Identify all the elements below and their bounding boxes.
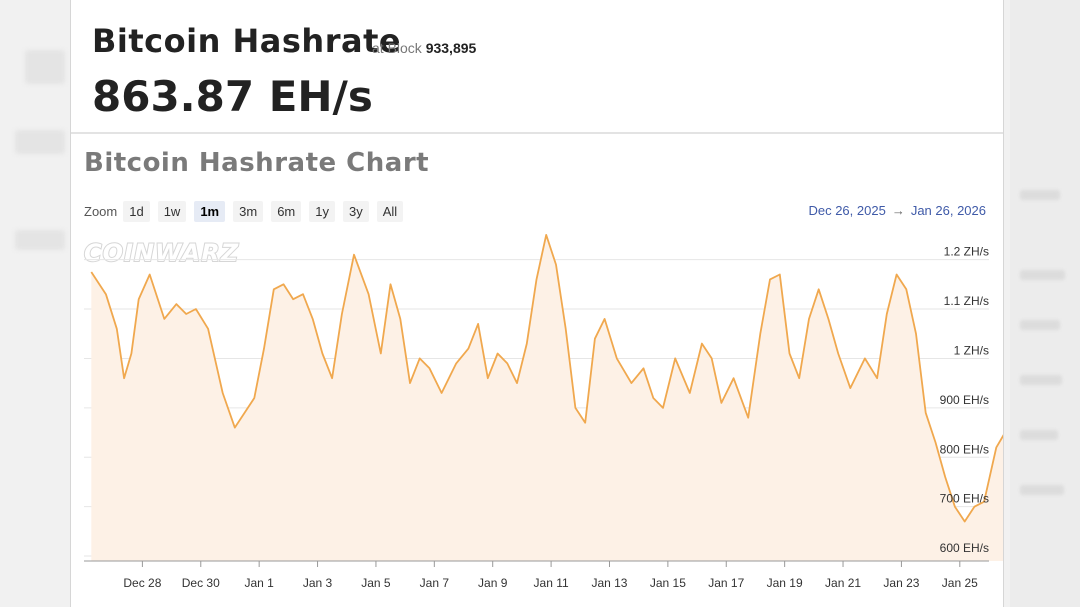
- range-arrow-icon: →: [891, 203, 905, 218]
- zoom-1w-button[interactable]: 1w: [157, 200, 187, 222]
- x-tick-label: Jan 5: [361, 576, 391, 590]
- hashrate-card: Bitcoin Hashrate at Block 933,895 863.87…: [70, 0, 1004, 607]
- x-tick-label: Jan 3: [303, 576, 333, 590]
- x-tick-label: Jan 13: [591, 576, 627, 590]
- x-tick-label: Jan 1: [244, 576, 274, 590]
- current-hashrate: 863.87 EH/s: [92, 72, 373, 121]
- block-info: at Block 933,895: [372, 40, 476, 56]
- page-title: Bitcoin Hashrate: [92, 22, 402, 60]
- background-page-fragment: [15, 130, 65, 154]
- x-tick-label: Jan 19: [767, 576, 803, 590]
- at-block-label: at Block: [372, 40, 422, 56]
- range-to-date[interactable]: Jan 26, 2026: [910, 203, 986, 218]
- x-tick-label: Jan 23: [883, 576, 919, 590]
- zoom-3m-button[interactable]: 3m: [233, 200, 264, 222]
- area-layer: [90, 234, 1003, 561]
- x-tick-label: Jan 9: [478, 576, 508, 590]
- zoom-bar: Zoom 1d 1w 1m 3m 6m 1y 3y All: [84, 200, 411, 222]
- background-fragment: [1020, 190, 1060, 200]
- background-fragment: [1020, 270, 1065, 280]
- y-tick-label: 900 EH/s: [940, 393, 989, 407]
- x-tick-label: Jan 25: [942, 576, 978, 590]
- x-tick-label: Jan 21: [825, 576, 861, 590]
- range-from-date[interactable]: Dec 26, 2025: [808, 203, 886, 218]
- zoom-1d-button[interactable]: 1d: [123, 200, 150, 222]
- hashrate-line: [90, 234, 1003, 523]
- hashrate-header: Bitcoin Hashrate at Block 933,895 863.87…: [71, 0, 1003, 134]
- zoom-1y-button[interactable]: 1y: [309, 200, 335, 222]
- x-tick-label: Dec 28: [123, 576, 161, 590]
- background-fragment: [1020, 485, 1064, 495]
- zoom-3y-button[interactable]: 3y: [342, 200, 369, 222]
- x-tick-label: Jan 7: [420, 576, 450, 590]
- hashrate-area-fill: [91, 234, 1003, 561]
- hashrate-chart[interactable]: COINWARZ Dec 28 Dec 30 Jan 1 Jan 3 Jan 5 Jan …: [71, 230, 1003, 607]
- zoom-6m-button[interactable]: 6m: [271, 200, 302, 222]
- x-tick-label: Jan 17: [708, 576, 744, 590]
- x-axis: Dec 28 Dec 30 Jan 1 Jan 3 Jan 5 Jan 7 Jan 9 Jan…: [84, 560, 989, 590]
- zoom-label: Zoom: [84, 203, 118, 219]
- zoom-1m-button[interactable]: 1m: [194, 200, 226, 222]
- y-tick-label: 1.1 ZH/s: [944, 294, 989, 308]
- x-tick-label: Dec 30: [182, 576, 220, 590]
- y-tick-label: 1 ZH/s: [954, 343, 989, 357]
- background-fragment: [1020, 430, 1058, 440]
- background-page-fragment: [25, 50, 65, 84]
- x-tick-label: Jan 15: [650, 576, 686, 590]
- y-tick-label: 700 EH/s: [940, 492, 989, 506]
- background-right-strip: [1010, 0, 1080, 607]
- date-range: Dec 26, 2025 → Jan 26, 2026: [808, 203, 986, 218]
- coinwarz-watermark: COINWARZ: [84, 239, 239, 267]
- y-tick-label: 800 EH/s: [940, 442, 989, 456]
- y-axis-labels: 600 EH/s 700 EH/s 800 EH/s 900 EH/s 1 ZH/s 1.…: [940, 245, 989, 555]
- y-tick-label: 600 EH/s: [940, 541, 989, 555]
- chart-title: Bitcoin Hashrate Chart: [84, 148, 430, 178]
- block-number: 933,895: [425, 40, 477, 56]
- zoom-all-button[interactable]: All: [376, 200, 404, 222]
- x-tick-label: Jan 11: [534, 576, 569, 590]
- background-fragment: [1020, 375, 1062, 385]
- background-page-fragment: [15, 230, 65, 250]
- y-tick-label: 1.2 ZH/s: [944, 245, 989, 259]
- background-fragment: [1020, 320, 1060, 330]
